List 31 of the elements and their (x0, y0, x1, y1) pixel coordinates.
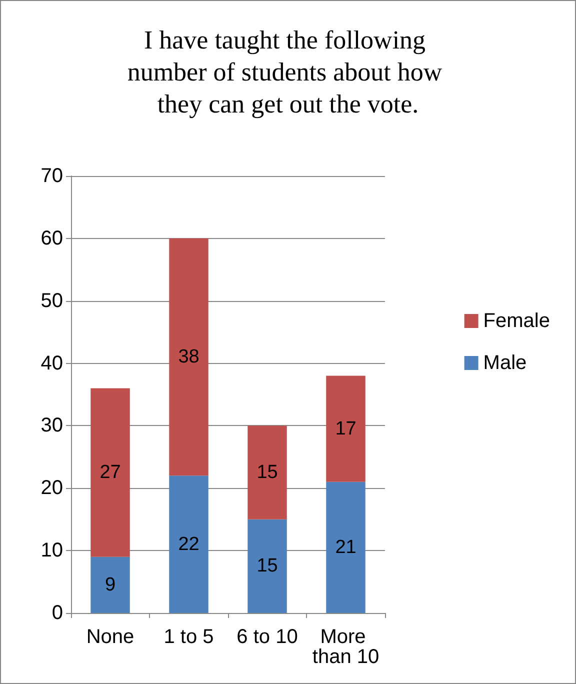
data-label: 22 (178, 534, 200, 555)
y-tick-label: 50 (40, 290, 63, 312)
bar (248, 519, 287, 613)
data-label: 27 (100, 462, 121, 484)
x-tick-label: 6 to 10 (236, 626, 298, 648)
data-label: 21 (335, 536, 356, 558)
bar (248, 426, 287, 520)
bar (326, 376, 366, 482)
y-tick-label: 10 (40, 540, 63, 562)
x-tick-label: None (86, 626, 134, 648)
data-label: 15 (256, 556, 278, 577)
bar (326, 482, 366, 613)
y-tick-label: 0 (52, 602, 63, 624)
legend-label: Male (483, 352, 527, 374)
bar (90, 388, 130, 557)
bar (169, 238, 208, 476)
x-tick-label: 1 to 5 (164, 626, 214, 648)
bar (169, 476, 208, 613)
data-label: 38 (178, 346, 200, 368)
bar (90, 556, 130, 613)
y-tick-label: 30 (40, 414, 63, 437)
y-tick-label: 60 (40, 227, 63, 250)
y-tick-label: 20 (40, 477, 63, 500)
data-label: 17 (335, 418, 356, 440)
data-label: 15 (256, 462, 278, 484)
y-tick-label: 40 (40, 352, 63, 374)
data-label: 9 (104, 574, 116, 596)
chart-title: I have taught the following number of students about how they can get out the vote. (127, 26, 449, 118)
x-tick-label: More than 10 (312, 626, 380, 668)
y-tick-label: 70 (40, 165, 63, 187)
legend-label: Female (483, 310, 550, 332)
